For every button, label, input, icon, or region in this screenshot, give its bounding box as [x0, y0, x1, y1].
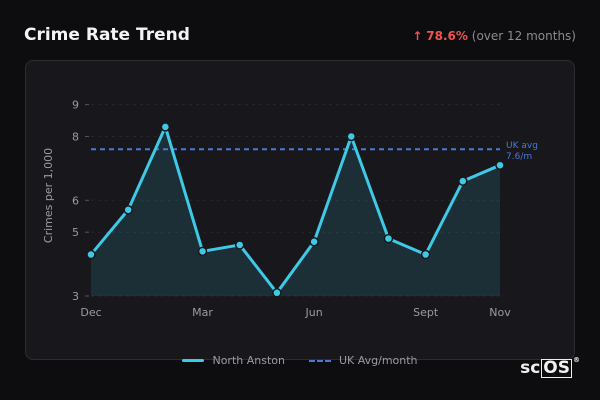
legend-item-avg[interactable]: UK Avg/month: [308, 354, 418, 367]
brand-prefix: sc: [520, 358, 541, 378]
chart-card: [25, 60, 575, 360]
brand-box: OS: [541, 357, 572, 378]
legend-swatch-series: [182, 359, 205, 362]
y-tick-label: 8: [72, 130, 79, 143]
x-tick-label: Dec: [80, 306, 101, 319]
legend-label-series: North Anston: [212, 354, 285, 367]
x-tick-label: Sept: [413, 306, 439, 319]
data-point: [234, 240, 245, 250]
data-point: [197, 246, 208, 257]
brand-registered-mark: ®: [573, 356, 580, 364]
legend-swatch-avg: [308, 359, 331, 362]
change-indicator: ↑ 78.6% (over 12 months): [412, 29, 576, 43]
data-point: [346, 131, 357, 142]
change-percent: 78.6%: [426, 29, 468, 43]
data-point: [383, 233, 394, 244]
legend-item-series[interactable]: North Anston: [182, 354, 285, 367]
series-area: [91, 126, 500, 297]
y-tick-label: 5: [72, 226, 79, 239]
series-line: [89, 125, 501, 295]
data-point: [420, 249, 431, 260]
legend-label-avg: UK Avg/month: [338, 354, 418, 367]
y-axis-label: Crimes per 1,000: [42, 148, 55, 243]
x-tick-label: Mar: [192, 306, 213, 319]
y-tick-label: 6: [72, 194, 79, 207]
chart-legend: North Anston UK Avg/month: [0, 354, 600, 367]
data-point: [123, 205, 133, 215]
x-tick-label: Nov: [489, 306, 511, 319]
data-point: [495, 160, 505, 170]
brand-logo: sc OS ®: [520, 356, 580, 378]
page-title: Crime Rate Trend: [24, 25, 190, 45]
y-tick-label: 9: [72, 99, 79, 112]
trend-up-icon: ↑: [412, 29, 423, 43]
change-note: (over 12 months): [471, 29, 576, 43]
data-point: [458, 176, 468, 186]
uk-avg-value-label: 7.6/m: [506, 152, 532, 162]
data-point: [272, 288, 282, 298]
data-point: [160, 122, 171, 132]
y-tick-label: 3: [72, 290, 79, 303]
x-tick-label: Jun: [304, 306, 322, 319]
data-point: [86, 249, 96, 260]
data-point: [309, 237, 319, 247]
uk-avg-label: UK avg: [506, 141, 538, 151]
